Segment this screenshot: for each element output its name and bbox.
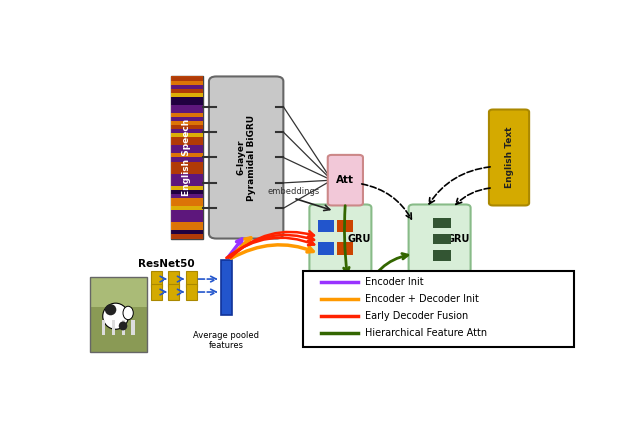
Text: Hier
Attn: Hier Attn (337, 290, 359, 310)
Text: Hierarchical Feature Attn: Hierarchical Feature Attn (365, 328, 487, 338)
Text: Att: Att (337, 175, 355, 185)
Text: 6-layer
Pyramidal BiGRU: 6-layer Pyramidal BiGRU (236, 115, 256, 200)
Bar (170, 93, 203, 97)
Bar (170, 206, 203, 210)
Bar (170, 125, 203, 129)
Bar (433, 218, 451, 228)
Text: English Speech: English Speech (182, 119, 191, 196)
Bar (170, 149, 203, 153)
Ellipse shape (105, 304, 116, 315)
Bar (170, 153, 203, 157)
Text: ResNet50: ResNet50 (138, 259, 195, 269)
Text: GRU: GRU (348, 234, 371, 243)
Bar (318, 220, 334, 232)
Bar (170, 170, 203, 174)
FancyBboxPatch shape (151, 271, 162, 287)
Ellipse shape (103, 303, 129, 329)
Bar (170, 85, 203, 88)
Bar (170, 109, 203, 113)
Text: Average pooled
features: Average pooled features (193, 331, 259, 350)
Text: Encoder + Decoder Init: Encoder + Decoder Init (365, 294, 479, 304)
FancyBboxPatch shape (489, 109, 529, 205)
Bar (170, 230, 203, 234)
Bar (170, 117, 203, 121)
FancyBboxPatch shape (408, 205, 470, 272)
FancyBboxPatch shape (303, 271, 573, 347)
Bar (433, 250, 451, 261)
Bar (111, 320, 115, 335)
Text: embeddings: embeddings (267, 187, 319, 196)
Bar (170, 234, 203, 239)
Bar (170, 113, 203, 117)
FancyBboxPatch shape (209, 77, 284, 239)
Bar (170, 174, 203, 178)
Bar (337, 242, 353, 255)
Text: Encoder Init: Encoder Init (365, 277, 424, 287)
FancyBboxPatch shape (328, 277, 368, 324)
Bar (170, 105, 203, 109)
Bar (90, 277, 147, 307)
Bar (170, 222, 203, 226)
Bar (170, 202, 203, 206)
Ellipse shape (119, 322, 127, 330)
Bar (170, 157, 203, 162)
Bar (170, 88, 203, 93)
Bar (170, 101, 203, 105)
Bar (170, 218, 203, 222)
Bar (102, 320, 105, 335)
Bar (170, 226, 203, 230)
FancyBboxPatch shape (309, 205, 371, 272)
Bar (90, 307, 147, 352)
FancyBboxPatch shape (170, 77, 203, 239)
Ellipse shape (123, 306, 133, 320)
Bar (170, 210, 203, 214)
Bar (170, 165, 203, 170)
Bar (170, 141, 203, 145)
Bar (221, 260, 232, 315)
FancyBboxPatch shape (186, 284, 196, 300)
Bar (170, 80, 203, 85)
Bar (170, 77, 203, 80)
Text: GRU: GRU (447, 234, 470, 243)
Bar (170, 162, 203, 165)
Text: English Text: English Text (504, 127, 513, 188)
Bar (337, 220, 353, 232)
Bar (90, 277, 147, 352)
FancyBboxPatch shape (186, 271, 196, 287)
Bar (170, 198, 203, 202)
Bar (170, 186, 203, 190)
FancyBboxPatch shape (168, 284, 179, 300)
Bar (170, 178, 203, 182)
Bar (170, 214, 203, 218)
FancyBboxPatch shape (328, 155, 363, 205)
FancyBboxPatch shape (151, 284, 162, 300)
Bar (433, 234, 451, 244)
Bar (170, 97, 203, 101)
Bar (170, 137, 203, 141)
Bar (170, 182, 203, 186)
Bar (170, 133, 203, 137)
Bar (170, 145, 203, 149)
FancyBboxPatch shape (168, 271, 179, 287)
Bar (170, 129, 203, 133)
Bar (170, 194, 203, 198)
Bar (131, 320, 135, 335)
Bar (170, 121, 203, 125)
Bar (170, 190, 203, 194)
Bar (318, 242, 334, 255)
Bar (122, 320, 125, 335)
Text: Early Decoder Fusion: Early Decoder Fusion (365, 311, 468, 321)
